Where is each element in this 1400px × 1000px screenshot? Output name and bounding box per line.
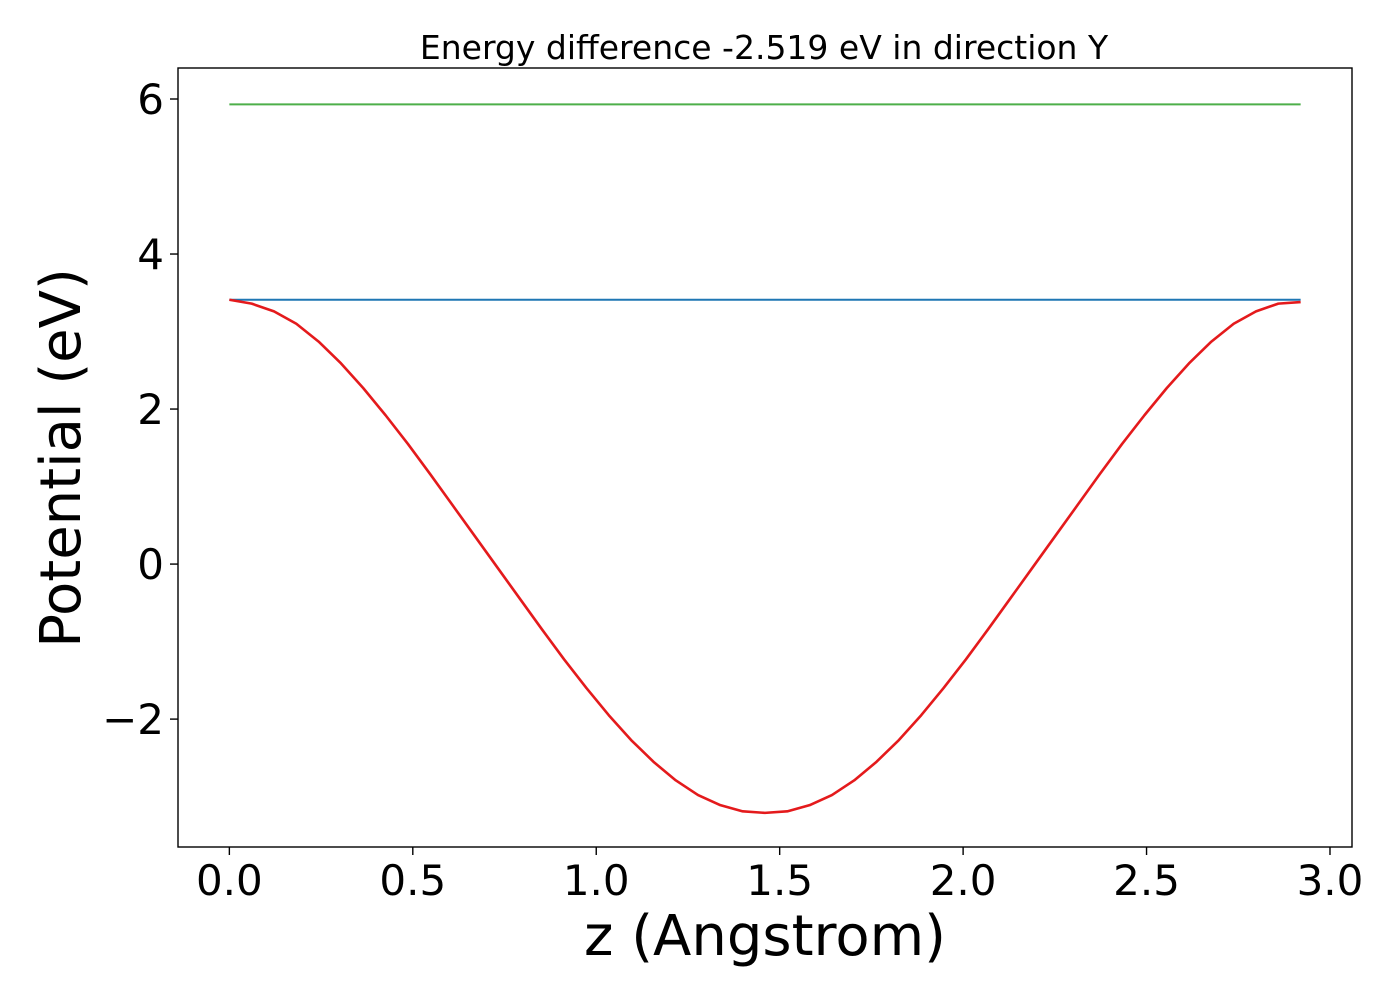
x-tick-label: 1.0 [563,856,630,905]
x-axis-ticks: 0.0 0.5 1.0 1.5 2.0 2.5 3.0 [196,847,1363,905]
x-tick-label: 3.0 [1297,856,1364,905]
x-axis-label: z (Angstrom) [584,904,946,969]
x-tick-label: 2.5 [1113,856,1180,905]
x-tick-label: 1.5 [746,856,813,905]
plot-area-frame [177,67,1353,848]
y-tick-label: 2 [137,385,164,434]
x-tick-label: 0.0 [196,856,263,905]
y-tick-label: 0 [137,540,164,589]
y-tick-label: 4 [137,230,164,279]
y-tick-label: −2 [102,695,164,744]
chart-title: Energy difference -2.519 eV in direction… [420,28,1109,67]
series-line-potential [229,298,1301,815]
series-layer [229,103,1301,815]
y-axis-label: Potential (eV) [29,268,94,648]
y-axis-ticks: −2 0 2 4 6 [102,75,178,744]
x-tick-label: 2.0 [930,856,997,905]
x-tick-label: 0.5 [379,856,446,905]
y-tick-label: 6 [137,75,164,124]
